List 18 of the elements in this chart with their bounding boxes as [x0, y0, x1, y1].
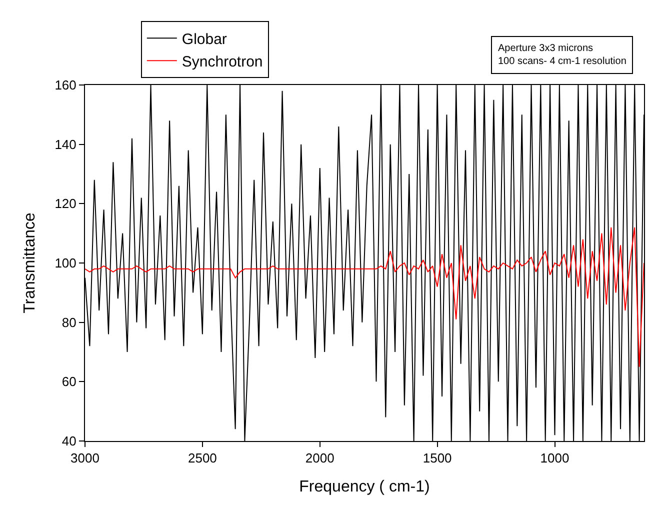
legend-label: Globar	[182, 30, 227, 48]
text: Aperture 3x3 microns 100 scans- 4 cm-1 resolution	[498, 43, 626, 67]
y-tick-label: 80	[62, 314, 76, 330]
y-tick-label: 120	[54, 196, 76, 212]
y-tick-label: 100	[54, 256, 76, 271]
y-tick-label: 160	[54, 78, 76, 93]
y-tick-label: 140	[54, 136, 76, 152]
y-tick-label: 40	[62, 434, 76, 449]
y-axis-title: Transmittance	[22, 212, 39, 314]
x-axis-title: Frequency ( cm-1)	[299, 478, 430, 496]
x-tick-label: 3000	[70, 450, 100, 466]
x-tick-label: 2500	[188, 450, 217, 466]
x-tick-label: 1000	[540, 450, 570, 466]
y-tick-label: 60	[62, 374, 76, 390]
x-tick-label: 1500	[422, 450, 452, 466]
line-series	[85, 226, 644, 368]
legend-label: Synchrotron	[182, 53, 263, 70]
x-tick-label: 2000	[305, 450, 334, 466]
